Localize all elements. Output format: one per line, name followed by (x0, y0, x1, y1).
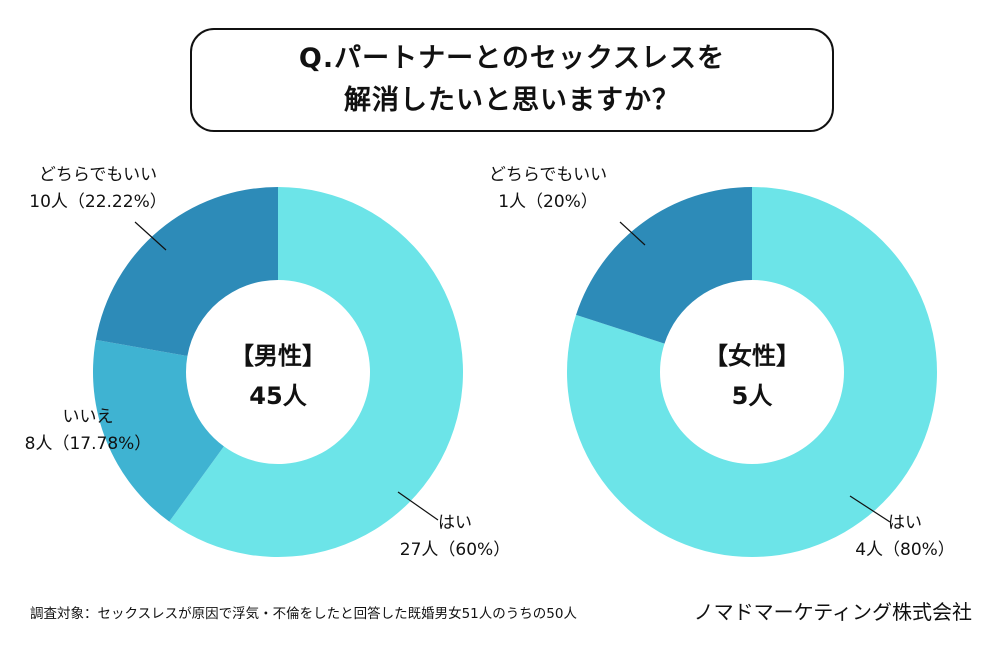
chart-0-label-count-0: 27人（60%） (400, 540, 510, 560)
chart-1-center-value: 5人 (732, 382, 773, 410)
footnote: 調査対象：セックスレスが原因で浮気・不倫をしたと回答した既婚男女51人のうちの5… (30, 606, 577, 622)
chart-1-label-count-0: 4人（80%） (855, 540, 955, 560)
chart-1-label-name-1: どちらでもいい (489, 165, 607, 185)
chart-1-slice-0 (567, 187, 938, 557)
chart-0-slice-1 (92, 339, 224, 522)
chart-0-label-name-2: どちらでもいい (39, 165, 157, 185)
chart-0-leader-2 (134, 221, 167, 251)
chart-0-center-value: 45人 (249, 382, 306, 410)
title-box: Q.パートナーとのセックスレスを 解消したいと思いますか？ (190, 28, 834, 132)
chart-0-slice-0 (169, 187, 463, 557)
chart-0-label-count-2: 10人（22.22%） (29, 192, 166, 212)
chart-1-slice-1 (576, 187, 752, 344)
chart-1-label-name-0: はい (888, 513, 922, 533)
chart-1-center-label: 【女性】 (704, 342, 800, 370)
chart-1-leader-1 (619, 221, 646, 246)
title-line-1: Q.パートナーとのセックスレスを (298, 43, 726, 74)
chart-0-leader-0 (397, 491, 439, 521)
chart-1-label-count-1: 1人（20%） (498, 192, 598, 212)
chart-1-leader-0 (849, 495, 891, 523)
company-name: ノマドマーケティング株式会社 (693, 600, 972, 624)
chart-0-label-name-1: いいえ (63, 407, 114, 427)
chart-0-center-label: 【男性】 (230, 342, 326, 370)
chart-0-label-name-0: はい (438, 513, 472, 533)
chart-0-label-count-1: 8人（17.78%） (25, 434, 152, 454)
title-line-2: 解消したいと思いますか？ (344, 85, 680, 116)
chart-0-slice-2 (95, 187, 278, 357)
